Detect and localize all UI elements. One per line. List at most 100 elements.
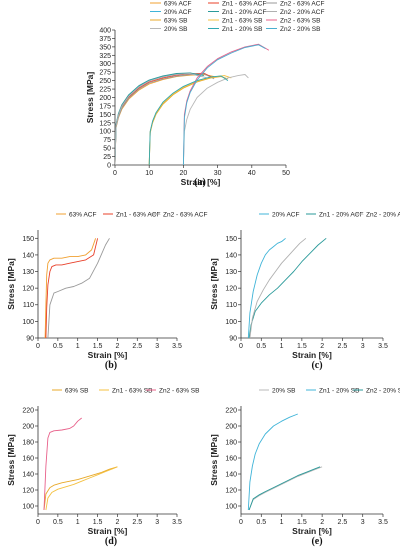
- legend-label: Zn1 - 20% SB: [222, 26, 262, 33]
- y-tick-label: 220: [22, 407, 34, 414]
- chart-panel-b: 0 0.5 1 1.5 2 2.5 3 3.5 90 100 110 120 130 140 150 Stra…: [6, 211, 207, 360]
- y-tick-label: 250: [99, 78, 111, 85]
- series-line: [115, 74, 215, 165]
- x-tick-label: 1.5: [93, 519, 103, 526]
- y-tick-label: 325: [99, 53, 111, 60]
- y-tick-label: 220: [225, 407, 237, 414]
- legend-label: Zn1 - 63% SB: [112, 387, 152, 394]
- legend-label: 63% ACF: [164, 0, 191, 7]
- y-tick-label: 120: [22, 487, 34, 494]
- y-tick-label: 150: [225, 236, 237, 243]
- panel-b-caption: (b): [104, 360, 118, 371]
- y-tick-label: 200: [99, 95, 111, 102]
- legend-label: Zn2 - 63% ACF: [280, 0, 324, 7]
- x-tick-label: 3: [155, 519, 159, 526]
- y-tick-label: 180: [225, 439, 237, 446]
- x-tick-label: 3: [361, 343, 365, 350]
- series-line: [182, 74, 249, 165]
- x-tick-label: 3.5: [378, 343, 388, 350]
- x-tick-label: 3.5: [378, 519, 388, 526]
- legend-label: 63% ACF: [69, 211, 96, 218]
- legend-label: Zn1 - 20% ACF: [319, 211, 363, 218]
- x-tick-label: 2.5: [338, 343, 348, 350]
- legend-label: 63% SB: [65, 387, 89, 394]
- series-line: [148, 76, 229, 165]
- y-axis-label: Stress [MPa]: [209, 434, 219, 486]
- y-tick-label: 225: [99, 87, 111, 94]
- panel-a-caption: (a): [194, 177, 206, 188]
- x-tick-label: 0: [36, 343, 40, 350]
- y-tick-label: 110: [23, 302, 34, 309]
- y-tick-label: 50: [103, 146, 111, 153]
- legend-label: Zn2 - 63% ACF: [163, 211, 207, 218]
- panel-d-caption: (d): [104, 536, 118, 547]
- x-tick-label: 2: [115, 519, 119, 526]
- x-tick-label: 0.5: [256, 343, 266, 350]
- y-tick-label: 140: [22, 252, 34, 259]
- y-tick-label: 120: [225, 487, 237, 494]
- series-line: [247, 413, 298, 511]
- y-tick-label: 140: [22, 471, 34, 478]
- x-axis-label: Strain [%]: [181, 177, 221, 187]
- x-axis-label: Strain [%]: [292, 350, 332, 360]
- legend-label: Zn1 - 20% ACF: [222, 9, 266, 16]
- legend-label: Zn2 - 20% SB: [280, 26, 320, 33]
- legend-label: Zn2 - 63% SB: [280, 17, 320, 24]
- x-tick-label: 1: [76, 343, 80, 350]
- y-tick-label: 75: [103, 137, 111, 144]
- series-line: [115, 72, 204, 165]
- y-tick-label: 200: [22, 423, 34, 430]
- series-line: [47, 238, 110, 338]
- legend-label: Zn2 - 20% ACF: [280, 9, 324, 16]
- series-line: [115, 73, 215, 165]
- y-tick-label: 100: [22, 319, 34, 326]
- series-line: [148, 75, 229, 165]
- y-tick-label: 90: [229, 335, 237, 342]
- series-line: [115, 73, 208, 165]
- y-tick-label: 110: [226, 302, 237, 309]
- x-tick-label: 1.5: [297, 343, 307, 350]
- y-axis-label: Stress [MPa]: [85, 72, 95, 124]
- y-tick-label: 200: [225, 423, 237, 430]
- series-line: [148, 75, 232, 165]
- y-tick-label: 100: [99, 129, 111, 136]
- y-tick-label: 125: [99, 120, 111, 127]
- legend-label: Zn1 - 63% ACF: [222, 0, 266, 7]
- chart-panel-e: 0 0.5 1 1.5 2 2.5 3 3.5 100 120 140 160 180 200 220 Str…: [209, 387, 400, 536]
- x-tick-label: 2.5: [132, 519, 142, 526]
- x-axis-label: Strain [%]: [88, 350, 128, 360]
- series-line: [249, 237, 307, 338]
- y-tick-label: 100: [225, 319, 237, 326]
- x-tick-label: 1: [76, 519, 80, 526]
- x-tick-label: 3.5: [172, 519, 182, 526]
- x-axis-label: Strain [%]: [292, 526, 332, 536]
- legend-label: Zn1 - 63% SB: [222, 17, 262, 24]
- y-tick-label: 120: [22, 286, 34, 293]
- y-tick-label: 160: [225, 455, 237, 462]
- series-line: [45, 466, 118, 511]
- chart-panel-a: 0 10 20 30 40 5002550751001251501752002252502…: [85, 0, 324, 187]
- series-group: [115, 43, 270, 165]
- x-tick-label: 0: [113, 170, 117, 177]
- y-tick-label: 130: [22, 269, 34, 276]
- series-group: [43, 417, 118, 511]
- series-line: [43, 466, 118, 511]
- x-tick-label: 0: [36, 519, 40, 526]
- legend-label: Zn2 - 20% ACF: [366, 211, 400, 218]
- legend-label: 20% ACF: [164, 9, 191, 16]
- x-tick-label: 20: [180, 170, 188, 177]
- y-tick-label: 275: [99, 70, 111, 77]
- x-axis-label: Strain [%]: [88, 526, 128, 536]
- legend-label: 20% SB: [164, 26, 188, 33]
- x-tick-label: 0: [239, 519, 243, 526]
- y-tick-label: 175: [99, 103, 111, 110]
- y-axis-label: Stress [MPa]: [6, 258, 16, 310]
- x-tick-label: 2: [320, 519, 324, 526]
- chart-panel-c: 0 0.5 1 1.5 2 2.5 3 3.5 90 100 110 120 130 140 150 Stra…: [209, 211, 400, 360]
- series-line: [248, 237, 327, 338]
- series-line: [182, 44, 266, 165]
- x-tick-label: 3: [155, 343, 159, 350]
- x-tick-label: 1.5: [93, 343, 103, 350]
- panel-e-caption: (e): [311, 536, 323, 547]
